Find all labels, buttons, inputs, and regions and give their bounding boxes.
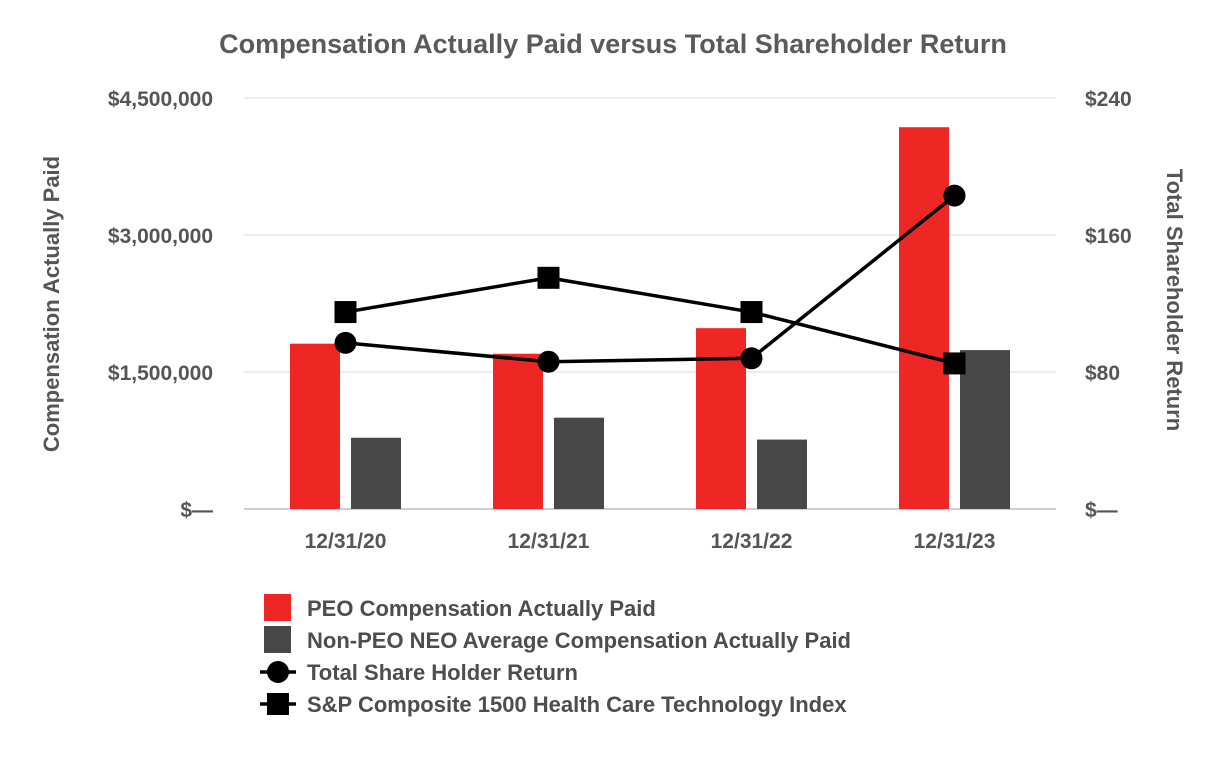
x-tick-label: 12/31/21 xyxy=(508,530,590,553)
y-left-axis-label: Compensation Actually Paid xyxy=(39,156,64,452)
non-peo-bar xyxy=(960,350,1010,509)
peo-bar xyxy=(290,343,340,509)
y-left-tick-label: $3,000,000 xyxy=(108,225,213,248)
tsr-point xyxy=(943,184,966,207)
y-right-tick-label: $— xyxy=(1085,499,1118,522)
legend-label: Total Share Holder Return xyxy=(307,660,578,685)
legend-swatch xyxy=(264,626,291,653)
peo-bar xyxy=(493,353,543,509)
legend: PEO Compensation Actually Paid Non-PEO NE… xyxy=(260,594,851,717)
x-tick-label: 12/31/23 xyxy=(914,530,996,553)
tick-labels: $— $1,500,000 $3,000,000 $4,500,000 $— $80 $16… xyxy=(108,88,1132,553)
y-left-tick-label: $1,500,000 xyxy=(108,362,213,385)
y-right-tick-label: $240 xyxy=(1085,88,1132,111)
legend-marker-square xyxy=(267,693,289,715)
tsr-point xyxy=(537,350,560,373)
index-point xyxy=(537,266,560,289)
legend-label: S&P Composite 1500 Health Care Technolog… xyxy=(307,692,847,717)
tsr-point xyxy=(334,331,357,354)
non-peo-bar xyxy=(351,437,401,509)
y-left-tick-label: $— xyxy=(180,499,213,522)
non-peo-bar xyxy=(757,439,807,509)
peo-bar xyxy=(696,328,746,509)
y-right-tick-label: $80 xyxy=(1085,362,1120,385)
non-peo-bar xyxy=(554,417,604,509)
peo-bar xyxy=(899,127,949,509)
x-tick-label: 12/31/20 xyxy=(305,530,387,553)
lines xyxy=(334,184,966,375)
index-line xyxy=(345,276,955,366)
index-point xyxy=(334,301,357,324)
bars xyxy=(290,127,1010,509)
legend-label: Non-PEO NEO Average Compensation Actuall… xyxy=(307,628,851,653)
y-right-axis-label: Total Shareholder Return xyxy=(1162,169,1187,431)
chart-title: Compensation Actually Paid versus Total … xyxy=(219,29,1007,59)
index-point xyxy=(943,352,966,375)
legend-swatch xyxy=(264,594,291,621)
y-left-tick-label: $4,500,000 xyxy=(108,88,213,111)
legend-marker-circle xyxy=(267,661,289,683)
y-right-tick-label: $160 xyxy=(1085,225,1132,248)
index-point xyxy=(740,301,763,324)
legend-label: PEO Compensation Actually Paid xyxy=(307,596,656,621)
x-tick-label: 12/31/22 xyxy=(711,530,793,553)
tsr-line xyxy=(345,194,956,364)
tsr-point xyxy=(740,347,763,370)
